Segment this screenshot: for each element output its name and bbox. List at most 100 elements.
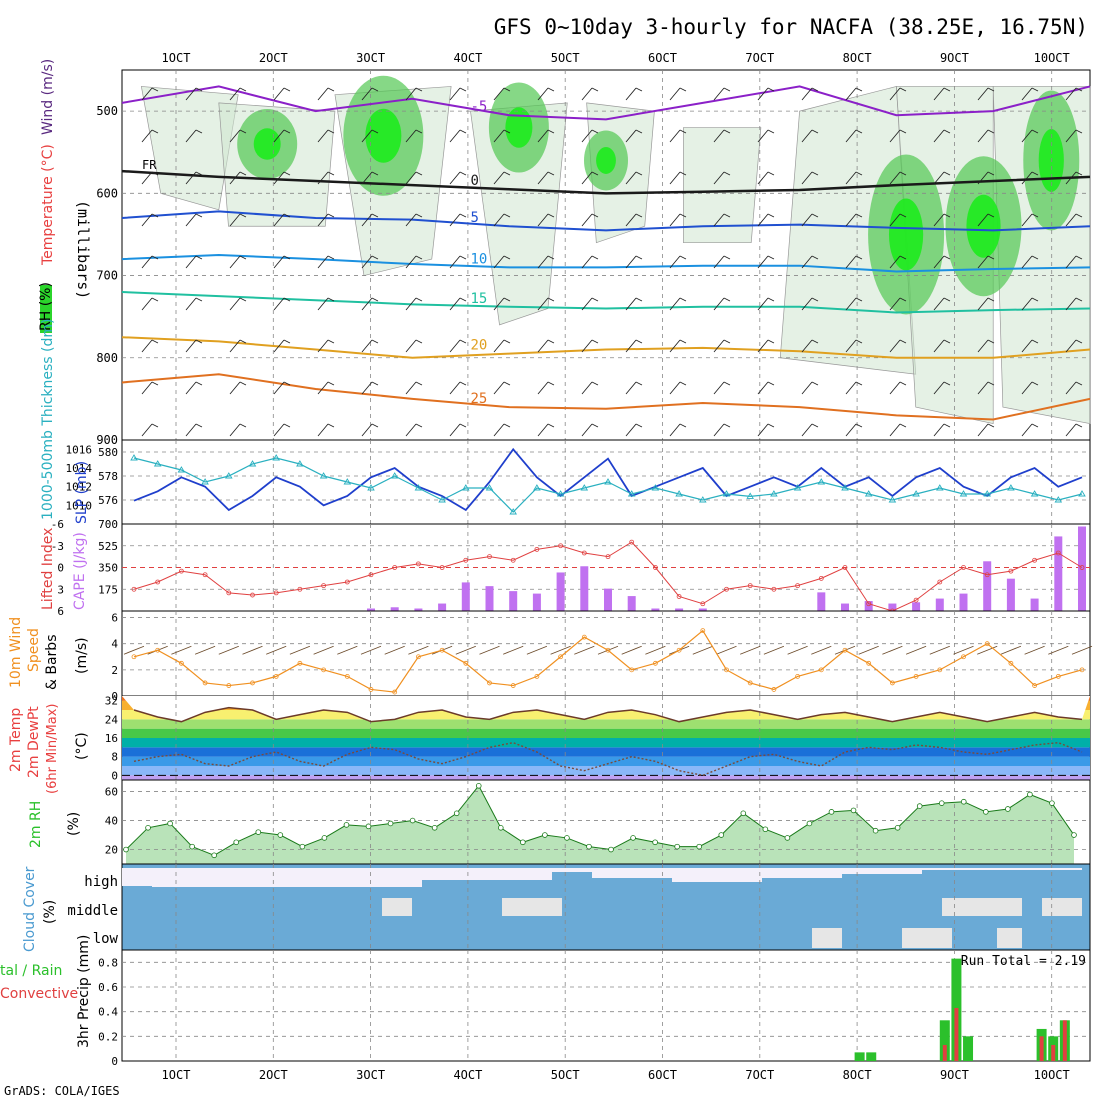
rh-point bbox=[960, 798, 967, 805]
thickness-point bbox=[153, 460, 162, 467]
rh-point bbox=[255, 829, 262, 835]
millibars-label: (millibars) bbox=[74, 200, 92, 299]
wind-barb bbox=[635, 171, 643, 176]
rh-point bbox=[542, 832, 548, 838]
cape-bar bbox=[438, 603, 447, 611]
thickness-point bbox=[1054, 496, 1063, 503]
wind-barb bbox=[713, 171, 725, 185]
wind-barb bbox=[679, 297, 687, 302]
wind-barb bbox=[459, 87, 467, 92]
wind-barb bbox=[889, 87, 901, 101]
wind-barb bbox=[151, 339, 159, 344]
wind-barb bbox=[229, 381, 241, 395]
wind-barb bbox=[1065, 171, 1077, 185]
wind-barb bbox=[669, 255, 681, 269]
temp2m-label-2: 2m DewPt bbox=[26, 706, 42, 778]
wind-barb bbox=[669, 381, 681, 395]
cape-bar bbox=[698, 608, 707, 611]
wind10m-point bbox=[415, 654, 421, 660]
wind-barb bbox=[669, 129, 681, 143]
wind10m-tick: 4 bbox=[111, 638, 118, 651]
wind-barb bbox=[493, 297, 505, 311]
wind-barb bbox=[361, 213, 373, 227]
day-label-top: 6OCT bbox=[648, 51, 677, 65]
wind-barb bbox=[591, 255, 599, 260]
li-tick: 3 bbox=[57, 583, 64, 596]
thickness-point bbox=[959, 490, 968, 497]
wind10m-point bbox=[581, 634, 587, 640]
rh-point bbox=[652, 839, 658, 846]
wind-barb bbox=[1021, 339, 1033, 353]
cloud-high-cell bbox=[592, 868, 672, 878]
wind-barb bbox=[371, 297, 379, 302]
rh-point bbox=[1005, 806, 1011, 812]
wind-barb bbox=[757, 423, 769, 437]
wind-barb bbox=[713, 339, 725, 353]
rh-point bbox=[431, 824, 438, 831]
wind-barb bbox=[889, 213, 901, 227]
li-point bbox=[1079, 565, 1085, 570]
wind-barb bbox=[185, 423, 197, 437]
cloud-high-cell bbox=[152, 868, 422, 887]
li-point bbox=[226, 590, 232, 596]
wind-barb bbox=[151, 129, 159, 134]
precip-tick: 0.2 bbox=[98, 1030, 118, 1043]
wind-barb bbox=[273, 129, 285, 143]
wind-barb bbox=[273, 87, 285, 101]
wind-barb bbox=[273, 297, 285, 311]
rh-region bbox=[683, 127, 762, 244]
wind-barb bbox=[811, 129, 819, 134]
wind-barb bbox=[273, 339, 285, 353]
wind-barb bbox=[195, 213, 203, 218]
wind-barb bbox=[371, 87, 379, 92]
wind-barb bbox=[757, 213, 769, 227]
wind-barb bbox=[625, 297, 637, 311]
li-tick: -6 bbox=[51, 518, 64, 531]
wind10m-barb bbox=[645, 645, 666, 655]
precip-conv-bar bbox=[954, 1007, 959, 1061]
thickness-line bbox=[133, 457, 1083, 513]
wind-barb bbox=[889, 129, 901, 143]
isotherm-line bbox=[121, 253, 1091, 273]
wind-barb bbox=[415, 255, 423, 260]
wind10m-barb bbox=[360, 645, 382, 655]
wind-barb bbox=[713, 381, 725, 395]
wind10m-barb bbox=[1048, 645, 1069, 655]
wind10m-point bbox=[913, 673, 919, 679]
rh-point bbox=[409, 817, 416, 824]
wind-barb bbox=[537, 297, 549, 311]
cloud-high-cell bbox=[552, 868, 592, 872]
wind-barb bbox=[943, 339, 951, 344]
wind-barb bbox=[635, 423, 643, 428]
wind-barb bbox=[195, 87, 203, 92]
thickness-point bbox=[770, 490, 778, 497]
wind-barb bbox=[635, 87, 643, 92]
wind10m-point bbox=[178, 660, 184, 666]
wind-barb bbox=[459, 213, 467, 218]
wind10m-barb bbox=[218, 645, 239, 655]
li-line bbox=[133, 541, 1083, 612]
thickness-point bbox=[841, 484, 849, 491]
wind-barb bbox=[141, 171, 153, 185]
thickness-point bbox=[485, 484, 494, 491]
cloud-low-cell bbox=[902, 928, 952, 948]
wind10m-point bbox=[510, 683, 516, 688]
wind-barb bbox=[811, 87, 819, 92]
wind10m-tick: 2 bbox=[111, 664, 118, 677]
wind10m-barb bbox=[194, 645, 216, 655]
wind10m-point bbox=[1008, 660, 1014, 666]
rh-point bbox=[608, 846, 614, 853]
wind-barb bbox=[493, 213, 505, 227]
wind-barb bbox=[625, 381, 637, 395]
wind-barb bbox=[767, 171, 775, 176]
wind-barb bbox=[537, 129, 549, 143]
wind-barb bbox=[635, 129, 643, 134]
thickness-point bbox=[130, 454, 138, 461]
pressure-tick: 700 bbox=[96, 269, 118, 283]
day-label-top: 2OCT bbox=[259, 51, 288, 65]
li-point bbox=[747, 583, 753, 589]
wind-barb bbox=[547, 129, 555, 134]
wind-barb bbox=[767, 339, 775, 344]
wind-barb bbox=[449, 255, 461, 269]
wind-barb bbox=[1031, 381, 1039, 386]
